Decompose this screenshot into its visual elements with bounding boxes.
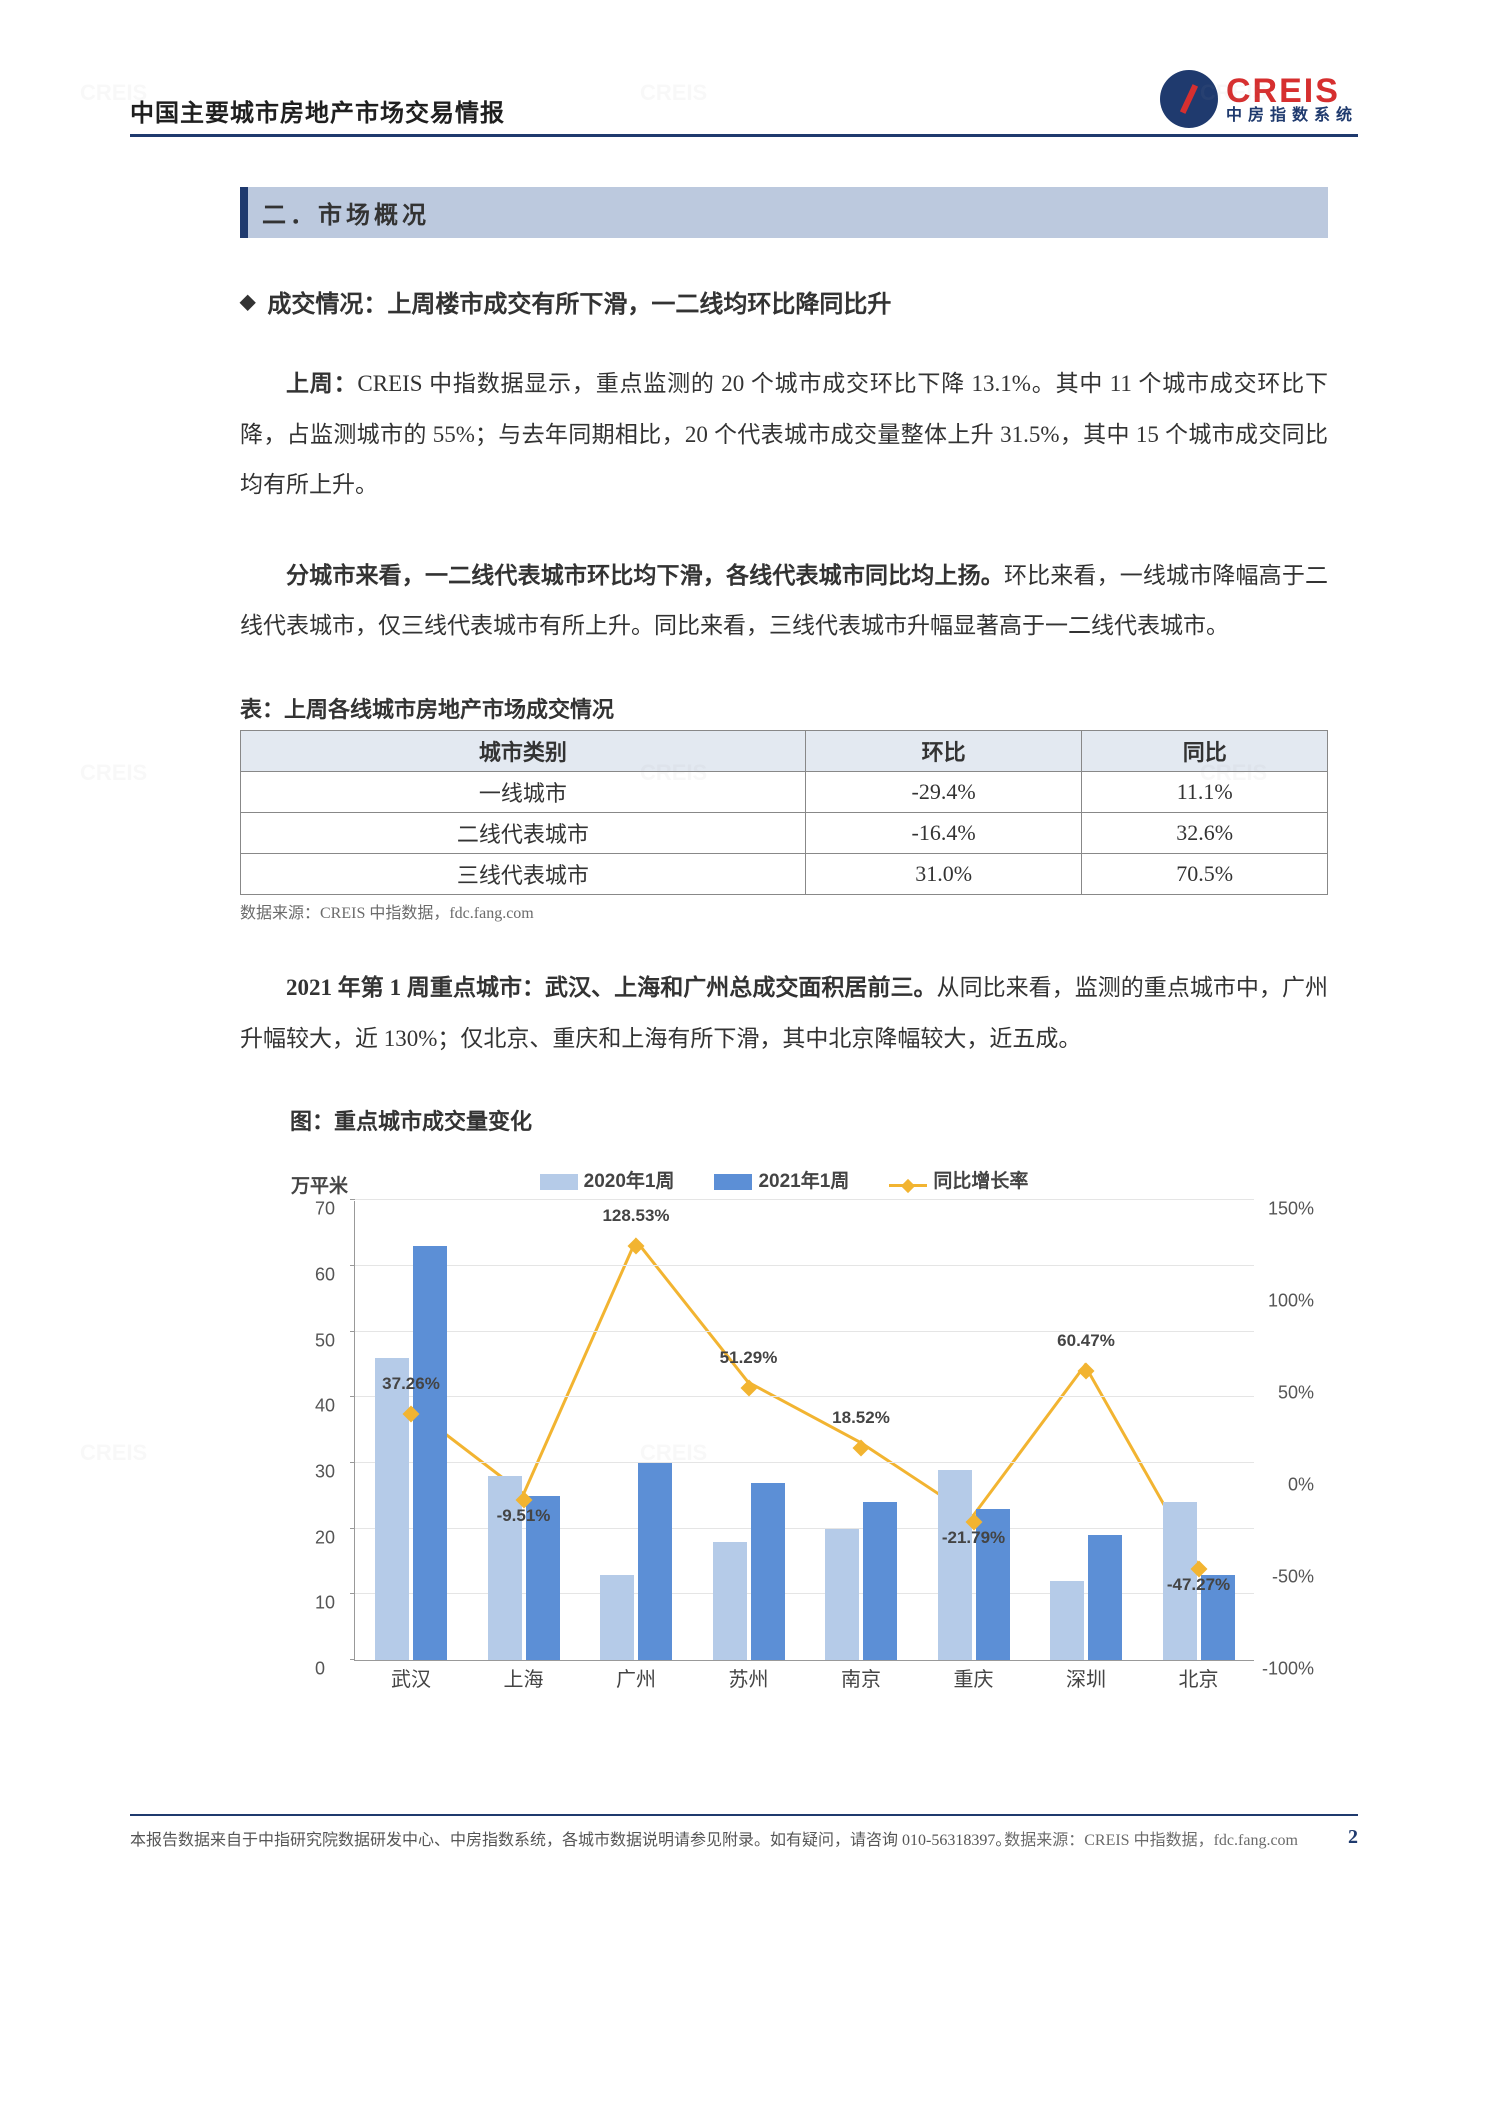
paragraph-1: 上周：CREIS 中指数据显示，重点监测的 20 个城市成交环比下降 13.1%… <box>240 359 1328 511</box>
table-cell: 三线代表城市 <box>241 853 806 894</box>
page-footer: 本报告数据来自于中指研究院数据研发中心、中房指数系统，各城市数据说明请参见附录。… <box>130 1814 1358 1850</box>
table-col-header: 同比 <box>1082 730 1328 771</box>
table-cell: -16.4% <box>805 812 1082 853</box>
logo-badge-icon <box>1160 70 1218 128</box>
table-cell: -29.4% <box>805 771 1082 812</box>
table-cell: 二线代表城市 <box>241 812 806 853</box>
x-axis-label: 重庆 <box>954 1663 994 1692</box>
chart-plot-area: 万平米 010203040506070-100%-50%0%50%100%150… <box>354 1201 1254 1661</box>
figure-caption: 图：重点城市成交量变化 <box>290 1104 1328 1136</box>
page-header: 中国主要城市房地产市场交易情报 CREIS 中房指数系统 <box>130 70 1358 137</box>
creis-logo: CREIS 中房指数系统 <box>1160 70 1358 128</box>
table-source: 数据来源：CREIS 中指数据，fdc.fang.com <box>240 899 1328 923</box>
chart-legend: 2020年1周 2021年1周 同比增长率 <box>284 1166 1284 1193</box>
table-row: 三线代表城市31.0%70.5% <box>241 853 1328 894</box>
page-number: 2 <box>1348 1826 1358 1849</box>
table-header-row: 城市类别 环比 同比 <box>241 730 1328 771</box>
x-axis-label: 武汉 <box>391 1663 431 1692</box>
y-axis-unit: 万平米 <box>291 1171 348 1198</box>
x-axis-label: 苏州 <box>729 1663 769 1692</box>
section-header: 二．市场概况 <box>240 187 1328 238</box>
para1-body: CREIS 中指数据显示，重点监测的 20 个城市成交环比下降 13.1%。其中… <box>240 371 1328 497</box>
x-axis-label: 北京 <box>1179 1663 1219 1692</box>
para2-lead: 分城市来看，一二线代表城市环比均下滑，各线代表城市同比均上扬。 <box>286 563 1004 588</box>
table-cell: 31.0% <box>805 853 1082 894</box>
table-cell: 一线城市 <box>241 771 806 812</box>
city-tier-table: 城市类别 环比 同比 一线城市-29.4%11.1%二线代表城市-16.4%32… <box>240 730 1328 895</box>
table-cell: 11.1% <box>1082 771 1328 812</box>
table-col-header: 环比 <box>805 730 1082 771</box>
table-caption: 表：上周各线城市房地产市场成交情况 <box>240 692 1328 724</box>
x-axis-label: 广州 <box>616 1663 656 1692</box>
table-col-header: 城市类别 <box>241 730 806 771</box>
table-cell: 70.5% <box>1082 853 1328 894</box>
table-row: 二线代表城市-16.4%32.6% <box>241 812 1328 853</box>
header-title: 中国主要城市房地产市场交易情报 <box>130 93 505 128</box>
paragraph-3: 2021 年第 1 周重点城市：武汉、上海和广州总成交面积居前三。从同比来看，监… <box>240 963 1328 1064</box>
para3-lead: 2021 年第 1 周重点城市：武汉、上海和广州总成交面积居前三。 <box>286 975 937 1000</box>
x-axis-label: 深圳 <box>1066 1663 1106 1692</box>
table-cell: 32.6% <box>1082 812 1328 853</box>
footer-text: 本报告数据来自于中指研究院数据研发中心、中房指数系统，各城市数据说明请参见附录。… <box>130 1826 1011 1850</box>
city-volume-chart: 2020年1周 2021年1周 同比增长率 万平米 01020304050607… <box>284 1166 1284 1766</box>
x-axis-label: 上海 <box>504 1663 544 1692</box>
sub-heading: ◆ 成交情况：上周楼市成交有所下滑，一二线均环比降同比升 <box>240 284 1328 319</box>
diamond-bullet-icon: ◆ <box>240 289 255 314</box>
logo-main-text: CREIS <box>1226 74 1358 108</box>
para1-lead: 上周： <box>286 371 357 396</box>
legend-line: 同比增长率 <box>889 1166 1028 1193</box>
table-row: 一线城市-29.4%11.1% <box>241 771 1328 812</box>
logo-sub-text: 中房指数系统 <box>1226 108 1358 124</box>
legend-bar1: 2020年1周 <box>540 1166 675 1193</box>
legend-bar2: 2021年1周 <box>714 1166 849 1193</box>
paragraph-2: 分城市来看，一二线代表城市环比均下滑，各线代表城市同比均上扬。环比来看，一线城市… <box>240 551 1328 652</box>
x-axis-label: 南京 <box>841 1663 881 1692</box>
sub-heading-text: 成交情况：上周楼市成交有所下滑，一二线均环比降同比升 <box>267 284 891 319</box>
